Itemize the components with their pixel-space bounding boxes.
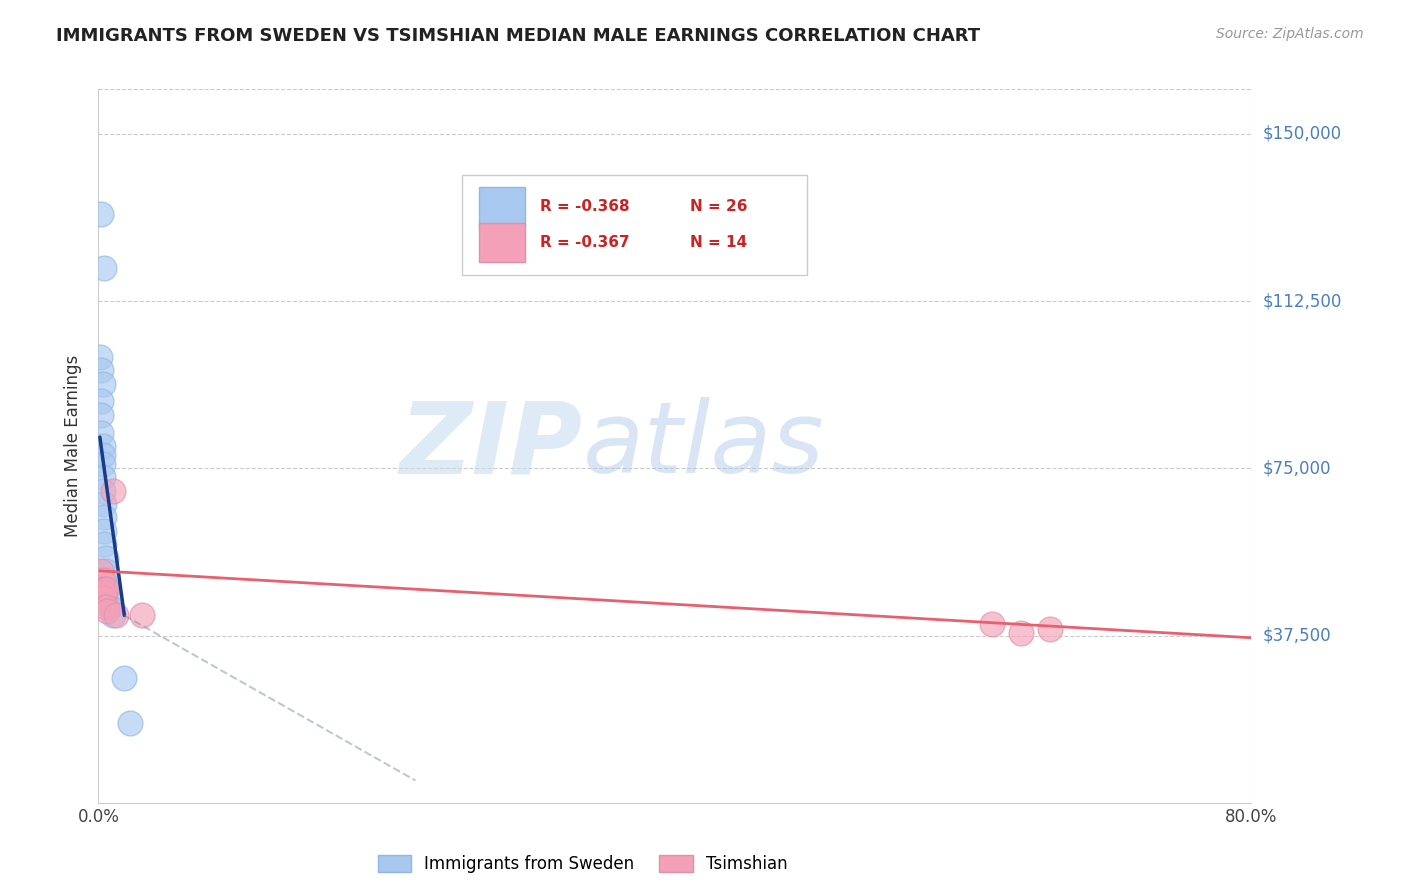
Point [91, 448, 114, 462]
Point [96, 604, 118, 618]
Point [90, 564, 112, 578]
Point [112, 671, 135, 685]
Point [96, 573, 118, 587]
Text: $37,500: $37,500 [1263, 626, 1331, 645]
Point [94, 582, 117, 596]
Point [98, 599, 121, 614]
Point [1038, 622, 1062, 636]
Point [90, 394, 112, 409]
Point [93, 591, 115, 605]
Text: N = 26: N = 26 [690, 200, 748, 214]
Text: N = 14: N = 14 [690, 235, 747, 250]
Point [93, 524, 115, 538]
Point [91, 457, 114, 471]
Point [93, 586, 115, 600]
Point [1010, 626, 1032, 640]
Legend: Immigrants from Sweden, Tsimshian: Immigrants from Sweden, Tsimshian [371, 848, 794, 880]
Point [93, 497, 115, 511]
Point [91, 483, 114, 498]
Point [120, 715, 142, 730]
Point [93, 510, 115, 524]
Point [101, 608, 124, 623]
Point [94, 564, 117, 578]
Point [981, 617, 1004, 632]
Point [90, 408, 112, 422]
Point [91, 582, 114, 596]
Point [91, 376, 114, 391]
Point [93, 537, 115, 551]
Point [101, 483, 124, 498]
Text: R = -0.368: R = -0.368 [540, 200, 630, 214]
Point [89, 350, 111, 364]
Point [93, 260, 115, 275]
FancyBboxPatch shape [479, 223, 524, 262]
Point [96, 582, 118, 596]
Point [90, 425, 112, 440]
Text: ZIP: ZIP [399, 398, 582, 494]
FancyBboxPatch shape [461, 175, 807, 275]
Point [94, 599, 117, 614]
Point [90, 207, 112, 221]
Text: atlas: atlas [582, 398, 824, 494]
Text: IMMIGRANTS FROM SWEDEN VS TSIMSHIAN MEDIAN MALE EARNINGS CORRELATION CHART: IMMIGRANTS FROM SWEDEN VS TSIMSHIAN MEDI… [56, 27, 980, 45]
Text: $150,000: $150,000 [1263, 125, 1341, 143]
Point [91, 573, 114, 587]
Point [104, 608, 127, 623]
Point [131, 608, 153, 623]
Y-axis label: Median Male Earnings: Median Male Earnings [65, 355, 83, 537]
Text: $112,500: $112,500 [1263, 292, 1341, 310]
Point [91, 470, 114, 484]
FancyBboxPatch shape [479, 187, 524, 227]
Point [90, 363, 112, 377]
Text: R = -0.367: R = -0.367 [540, 235, 630, 250]
Text: $75,000: $75,000 [1263, 459, 1331, 477]
Point [91, 439, 114, 453]
Point [97, 591, 120, 605]
Text: Source: ZipAtlas.com: Source: ZipAtlas.com [1216, 27, 1364, 41]
Point [94, 550, 117, 565]
